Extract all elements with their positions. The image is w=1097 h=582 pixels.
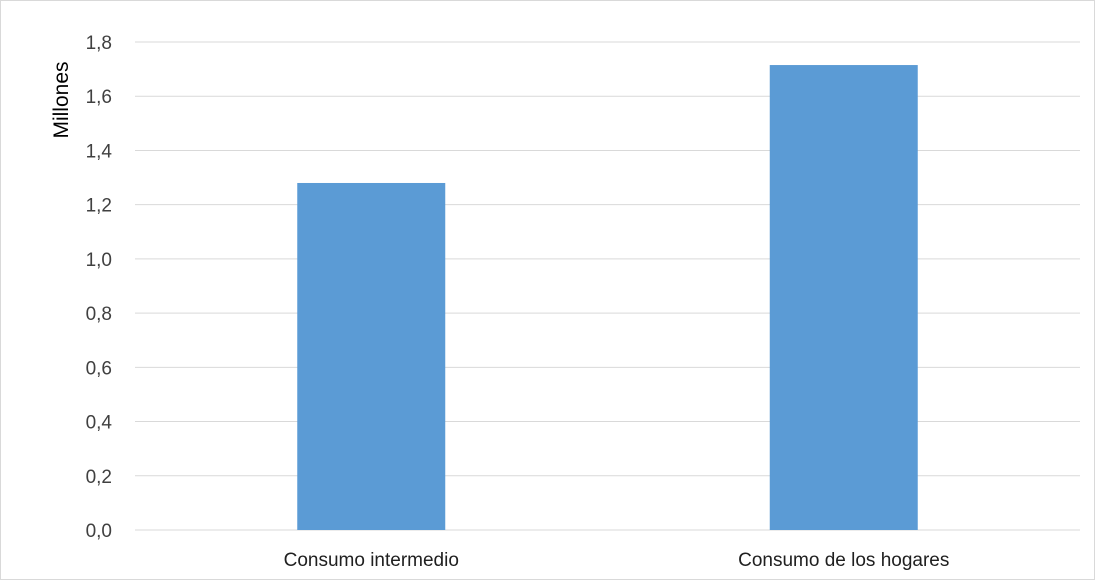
- y-tick-label: 1,2: [86, 196, 112, 217]
- bar-2: [769, 65, 918, 531]
- x-category-label: Consumo intermedio: [284, 550, 459, 571]
- y-tick-label: 1,6: [86, 87, 112, 108]
- y-tick-label: 1,8: [86, 33, 112, 54]
- y-axis-ticks: 0,0 0,2 0,4 0,6 0,8 1,0 1,2 1,4 1,6 1,8: [86, 33, 113, 542]
- y-axis-title: Millones: [50, 61, 73, 138]
- bar-1: [297, 182, 446, 530]
- x-category-label: Consumo de los hogares: [738, 550, 949, 571]
- y-tick-label: 0,2: [86, 467, 112, 488]
- y-tick-label: 0,4: [86, 413, 113, 434]
- bars: [297, 65, 918, 531]
- y-tick-label: 1,0: [86, 250, 112, 271]
- x-axis-categories: Consumo intermedio Consumo de los hogares: [284, 550, 950, 571]
- y-tick-label: 0,0: [86, 521, 112, 542]
- y-tick-label: 1,4: [86, 141, 113, 162]
- gridlines: [135, 41, 1080, 531]
- y-tick-label: 0,6: [86, 358, 112, 379]
- y-tick-label: 0,8: [86, 304, 112, 325]
